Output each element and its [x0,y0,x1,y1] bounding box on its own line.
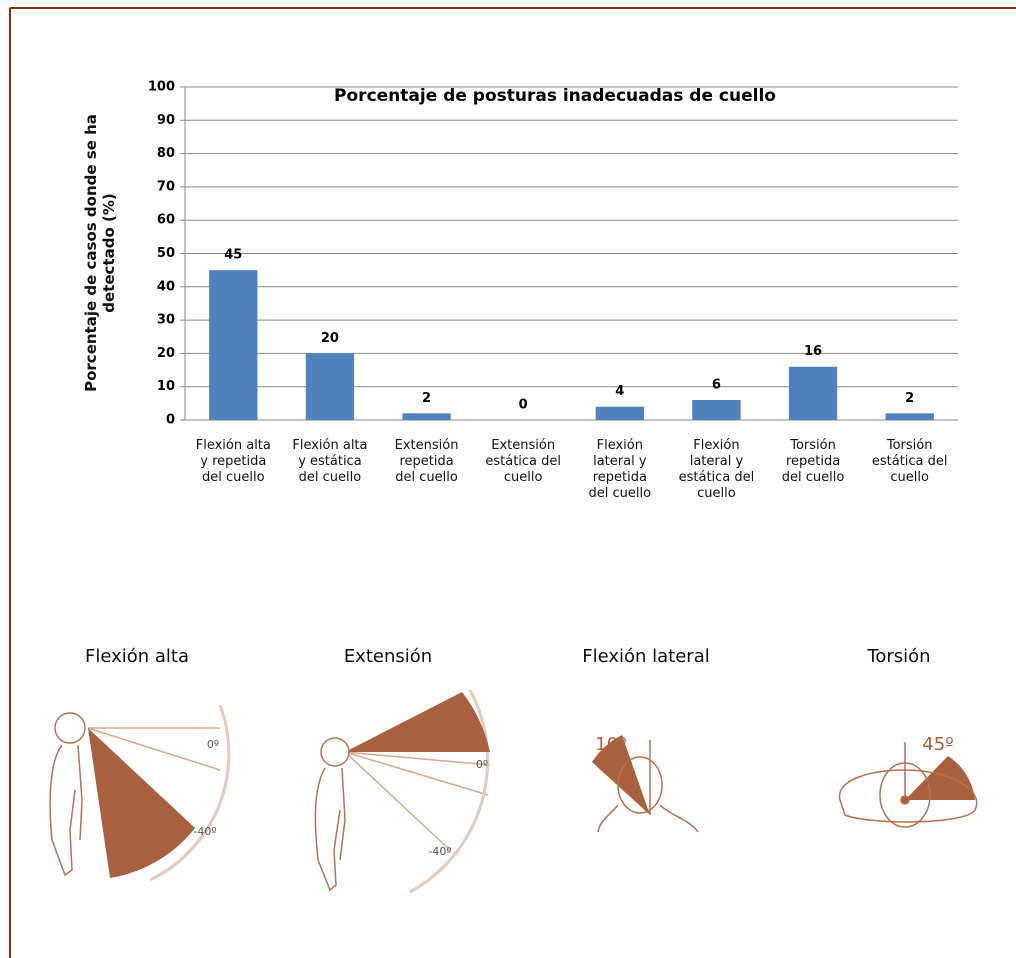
data-label: 4 [615,384,624,399]
bar [788,366,838,420]
x-tick-label: Torsión estática del cuello [871,438,948,485]
angle-label: 10º [595,734,626,755]
angle-label: 0º [476,758,488,771]
angle-label: -40º [428,845,451,858]
y-tick-label: 80 [157,146,175,161]
y-axis-label: Porcentaje de casos donde se ha detectad… [82,114,118,392]
chart-title: Porcentaje de posturas inadecuadas de cu… [334,86,776,106]
data-label: 20 [321,331,339,346]
posture-label: Extensión [343,646,433,667]
illustrations [49,689,978,894]
bar [595,406,644,420]
bar [209,270,258,420]
posture-label: Flexión lateral [582,646,710,667]
y-tick-label: 60 [157,213,175,228]
bar [402,413,451,420]
angle-label: -40º [193,825,216,838]
angle-label: 0º [207,738,219,751]
bar [305,353,355,420]
y-tick-label: 10 [157,379,175,394]
bar [692,400,741,420]
posture-label: Flexión alta [84,646,190,667]
x-tick-label: Flexión alta y estática del cuello [292,438,368,485]
data-label: 2 [905,391,914,406]
data-label: 2 [422,391,431,406]
y-tick-label: 90 [157,113,175,128]
x-tick-label: Flexión alta y repetida del cuello [195,438,271,485]
data-label: 0 [519,398,528,413]
y-tick-label: 70 [157,179,175,194]
x-tick-label: Extensión estática del cuello [485,438,562,485]
angle-label: 45º [922,734,953,755]
y-tick-label: 100 [148,80,175,95]
y-tick-label: 20 [157,346,175,361]
data-label: 45 [224,248,242,263]
data-label: 16 [804,344,822,359]
bar [885,413,934,420]
x-tick-label: Flexión lateral y estática del cuello [678,438,755,501]
x-tick-label: Torsión repetida del cuello [781,438,845,485]
y-tick-label: 40 [157,279,175,294]
posture-label: Torsión [867,646,931,667]
x-tick-label: Flexión lateral y repetida del cuello [588,438,652,501]
data-label: 6 [712,378,721,393]
y-tick-label: 0 [166,413,175,428]
y-tick-label: 50 [157,246,175,261]
y-tick-label: 30 [157,313,175,328]
x-tick-label: Extensión repetida del cuello [394,438,459,485]
